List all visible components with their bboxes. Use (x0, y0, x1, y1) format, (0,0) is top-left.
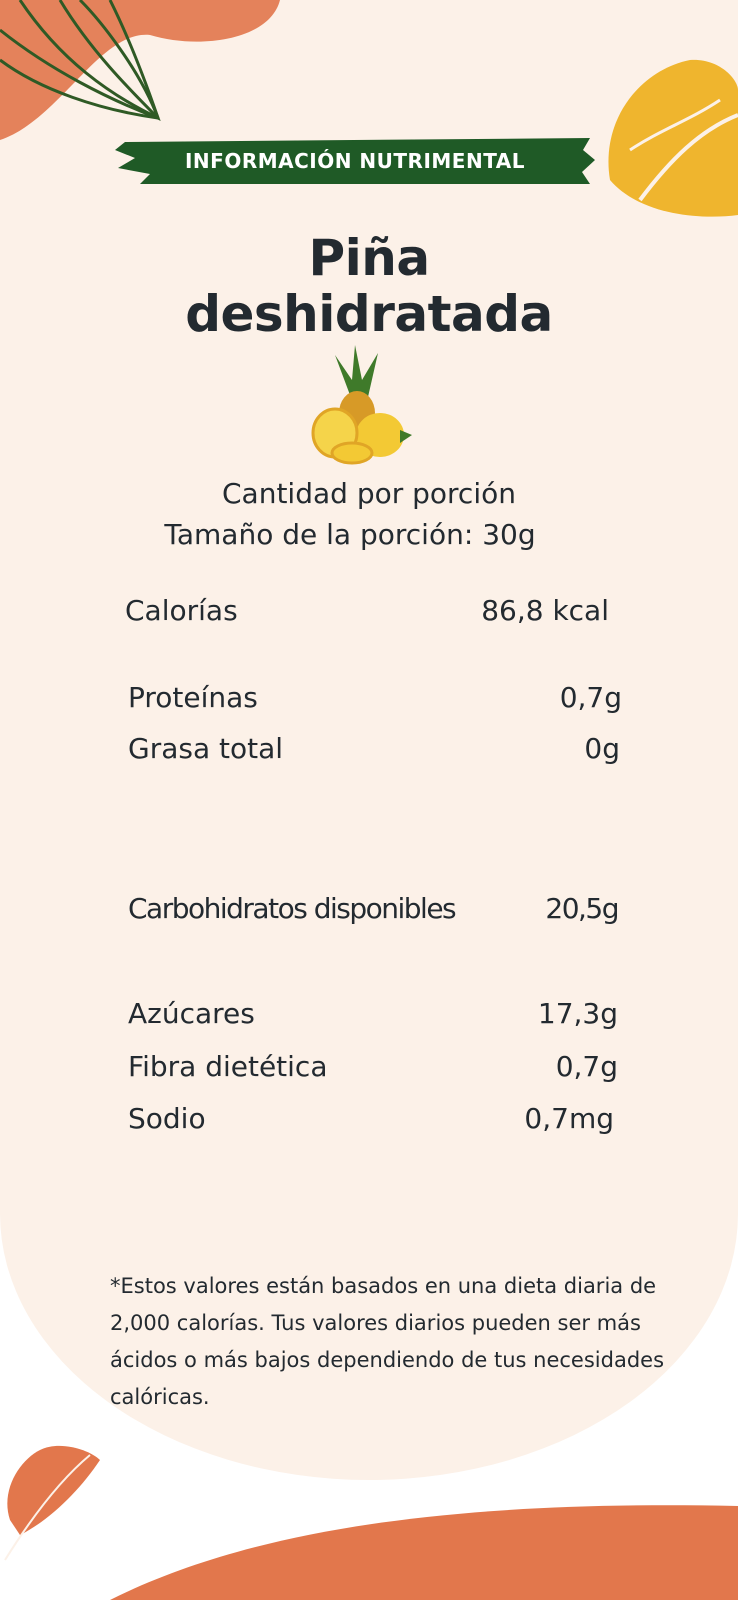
nutrient-name: Carbohidratos disponibles (128, 892, 457, 925)
nutrient-name: Azúcares (128, 997, 255, 1030)
serving-size-label: Tamaño de la porción: (164, 518, 474, 551)
orange-leaf-icon (4, 1445, 101, 1561)
nutrient-value: 0g (584, 732, 620, 765)
footnote: *Estos valores están basados en una diet… (110, 1274, 665, 1409)
nutrient-value: 0,7g (555, 1050, 618, 1083)
banner-title: INFORMACIÓN NUTRIMENTAL (184, 149, 526, 173)
nutrient-row: Azúcares 17,3g (128, 997, 618, 1030)
nutrient-value: 0,7g (559, 681, 622, 714)
product-title: Piña deshidratada (0, 230, 738, 342)
banner-brush (115, 138, 595, 184)
nutrient-name: Fibra dietética (128, 1050, 328, 1083)
background-panel (0, 0, 738, 1480)
monstera-leaf-icon (608, 59, 738, 217)
nutrient-name: Sodio (128, 1102, 206, 1135)
nutrient-value: 17,3g (537, 997, 618, 1030)
nutrient-row: Sodio 0,7mg (128, 1102, 614, 1135)
nutrient-row: Proteínas 0,7g (128, 681, 622, 714)
serving-heading: Cantidad por porción (222, 477, 516, 510)
pineapple-icon (311, 345, 412, 465)
nutrient-row: Grasa total 0g (128, 732, 620, 765)
title-line-1: Piña (308, 229, 430, 287)
title-line-2: deshidratada (185, 285, 553, 343)
nutrient-row-calories: Calorías 86,8 kcal (125, 594, 609, 627)
nutrient-row: Fibra dietética 0,7g (128, 1050, 618, 1083)
serving-size: Tamaño de la porción: 30g (0, 518, 700, 551)
nutrient-row: Carbohidratos disponibles 20,5g (128, 892, 619, 925)
nutrient-name: Grasa total (128, 732, 284, 765)
serving-size-value: 30g (482, 518, 536, 551)
nutrient-value: 0,7mg (524, 1102, 614, 1135)
line-leaf-icon (0, 0, 161, 121)
nutrient-value: 20,5g (545, 892, 619, 925)
nutrient-name: Calorías (125, 594, 238, 627)
nutrient-value: 86,8 kcal (481, 594, 609, 627)
orange-wave-bottom (110, 1505, 738, 1600)
nutrient-name: Proteínas (128, 681, 258, 714)
orange-blob-top (0, 0, 280, 140)
